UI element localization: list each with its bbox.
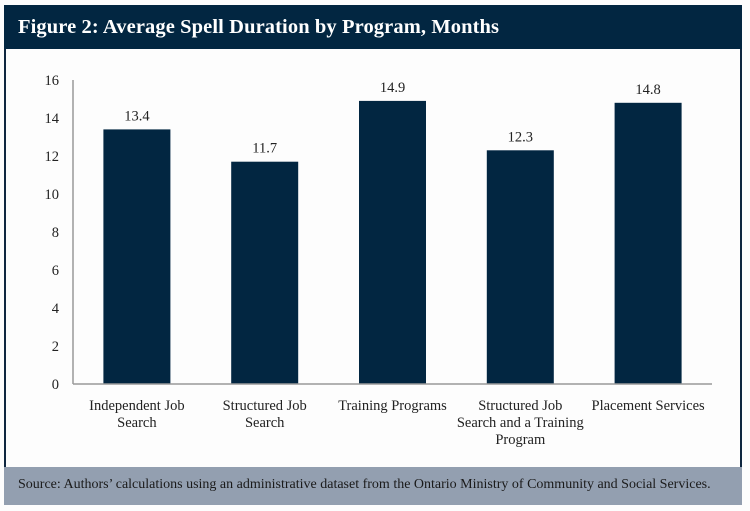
bar xyxy=(103,129,171,384)
bar xyxy=(614,102,682,385)
y-tick-label: 12 xyxy=(45,149,60,165)
data-label: 13.4 xyxy=(124,108,150,124)
bar xyxy=(486,150,554,384)
y-tick-label: 8 xyxy=(52,225,59,241)
x-axis-labels: Independent Job Search Structured Job Searc… xyxy=(89,398,705,448)
y-tick-label: 6 xyxy=(52,263,59,279)
y-tick-label: 2 xyxy=(52,339,59,355)
x-tick-label: Structured Job Search and a Training Progr… xyxy=(457,398,584,448)
x-tick-label: Independent Job Search xyxy=(89,398,184,431)
x-tick-label: Structured Job Search xyxy=(223,398,307,431)
data-label: 11.7 xyxy=(252,141,277,157)
y-tick-label: 10 xyxy=(45,187,60,203)
y-tick-label: 4 xyxy=(52,301,60,317)
bar xyxy=(231,161,299,384)
figure-title: Figure 2: Average Spell Duration by Prog… xyxy=(18,16,500,38)
bar xyxy=(359,100,426,385)
y-tick-label: 14 xyxy=(45,111,60,127)
x-tick-label: Training Programs xyxy=(338,398,447,414)
y-axis-ticks: 0 2 4 6 8 10 12 14 16 xyxy=(45,73,60,393)
data-label: 12.3 xyxy=(508,129,533,145)
y-tick-label: 0 xyxy=(52,377,59,393)
data-label: 14.9 xyxy=(380,80,405,96)
data-labels: 13.4 11.7 14.9 12.3 14.8 xyxy=(124,80,661,157)
source-note: Source: Authors’ calculations using an a… xyxy=(18,477,711,492)
x-tick-label: Placement Services xyxy=(592,398,705,414)
bars xyxy=(103,100,682,385)
data-label: 14.8 xyxy=(635,82,660,98)
y-tick-label: 16 xyxy=(45,73,60,89)
figure-header: Figure 2: Average Spell Duration by Prog… xyxy=(4,5,742,49)
figure-footer: Source: Authors’ calculations using an a… xyxy=(4,467,742,505)
